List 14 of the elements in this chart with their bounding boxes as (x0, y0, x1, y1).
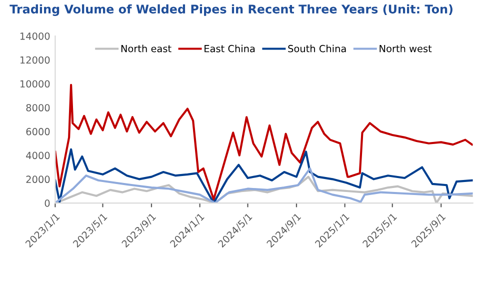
y-tick-label: 6000 (26, 128, 50, 136)
legend-label: North west (380, 44, 432, 52)
y-tick-label: 8000 (26, 104, 50, 112)
y-tick-label: 2000 (26, 176, 50, 184)
y-tick-label: 12000 (20, 56, 50, 64)
legend-label: North east (121, 44, 172, 52)
line-series (55, 84, 473, 201)
legend-label: East China (204, 44, 255, 52)
chart-title: Trading Volume of Welded Pipes in Recent Three Years (Unit: Ton) (10, 4, 452, 16)
y-tick-label: 14000 (20, 32, 50, 40)
y-tick-label: 4000 (26, 152, 50, 160)
y-tick-label: 0 (44, 200, 50, 207)
y-tick-label: 10000 (20, 80, 50, 88)
legend-label: South China (288, 44, 346, 52)
